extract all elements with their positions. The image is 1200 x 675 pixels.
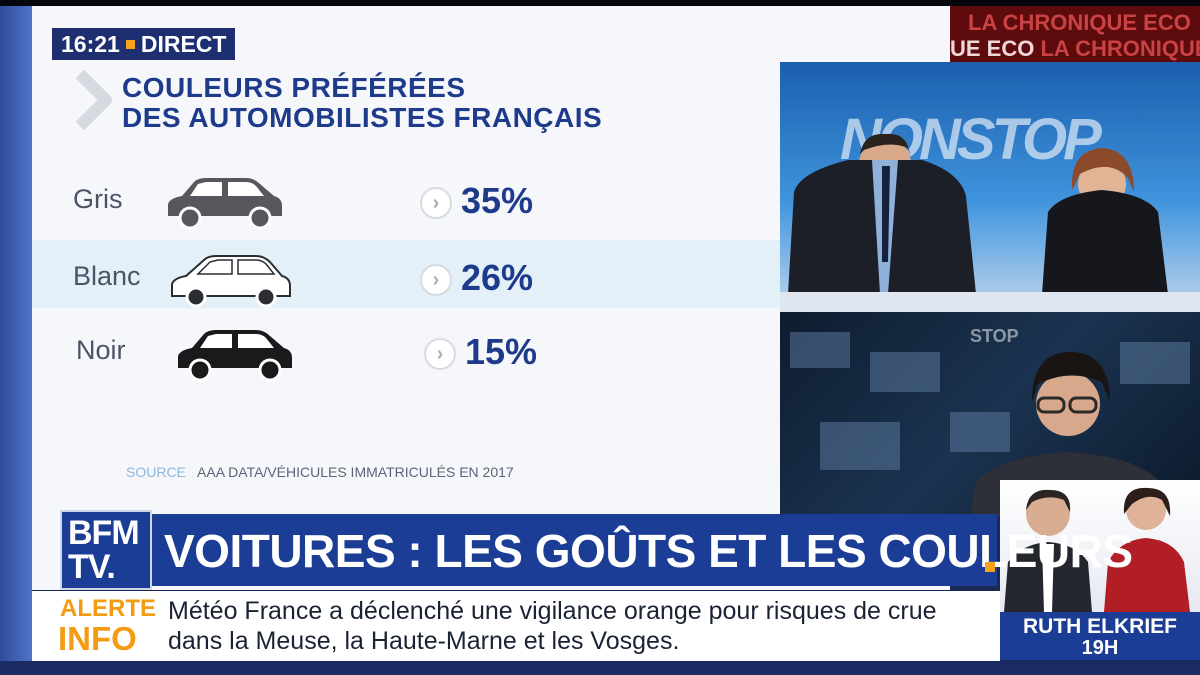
chronique-title-line-2: UE ECO LA CHRONIQUE — [950, 36, 1200, 62]
headline-banner: VOITURES : LES GOÛTS ET LES COULEURS — [152, 514, 1133, 586]
bfm-tv-logo: BFM TV. — [60, 510, 152, 590]
next-show-name-bar: RUTH ELKRIEF 19H — [1000, 612, 1200, 660]
highlight-row — [32, 240, 780, 308]
hosts-image — [1004, 487, 1190, 612]
arrow-circle-icon: › — [424, 338, 456, 370]
row-label-gris: Gris — [73, 184, 123, 214]
infographic-title-line-1: COULEURS PRÉFÉRÉES — [122, 72, 466, 103]
ticker-line-1: Météo France a déclenché une vigilance o… — [168, 597, 937, 625]
presenters-image — [788, 133, 1168, 294]
black-car-icon — [178, 330, 292, 382]
arrow-circle-icon: › — [420, 264, 452, 296]
infographic-title-line-2: DES AUTOMOBILISTES FRANÇAIS — [122, 102, 603, 133]
row-percent-noir: 15% — [465, 331, 538, 372]
chronique-eco-bar: LA CHRONIQUE ECO UE ECO LA CHRONIQUE — [950, 6, 1200, 62]
bottom-strip — [0, 661, 1200, 675]
grey-car-icon — [168, 178, 282, 230]
left-decor-stripe — [0, 6, 32, 675]
row-percent-gris: 35% — [461, 180, 534, 221]
source-line: SOURCE AAA DATA/VÉHICULES IMMATRICULÉS E… — [126, 464, 514, 480]
studio-video-feed: NONSTOP — [780, 62, 1200, 312]
row-label-blanc: Blanc — [73, 261, 141, 291]
headline-accent-dot — [985, 562, 995, 572]
source-key: SOURCE — [126, 464, 186, 480]
live-label: DIRECT — [140, 31, 227, 57]
row-percent-blanc: 26% — [461, 257, 534, 298]
chevron-right-icon — [75, 70, 112, 130]
alert-ticker: ALERTE INFO Météo France a déclenché une… — [32, 591, 1000, 661]
info-label: INFO — [58, 620, 137, 657]
alert-label: ALERTE — [60, 595, 156, 622]
next-show-time: 19H — [1081, 637, 1119, 659]
source-value: AAA DATA/VÉHICULES IMMATRICULÉS EN 2017 — [197, 464, 514, 480]
clock-time: 16:21 — [61, 31, 120, 57]
arrow-circle-icon: › — [420, 187, 452, 219]
studio-desk — [780, 292, 1200, 312]
row-label-noir: Noir — [76, 335, 126, 365]
next-show-host-name: RUTH ELKRIEF — [1023, 615, 1177, 638]
commentator-backdrop-text: STOP — [970, 326, 1019, 346]
chronique-title-line-1: LA CHRONIQUE ECO — [968, 10, 1191, 35]
ticker-line-2: dans la Meuse, la Haute-Marne et les Vos… — [168, 627, 680, 655]
chronique-line-2-end: LA CHRONIQUE — [1040, 36, 1200, 61]
clock-live-badge: 16:21 DIRECT — [52, 28, 236, 60]
next-show-photo — [1000, 480, 1200, 612]
top-strip — [0, 0, 1200, 6]
headline-text: VOITURES : LES GOÛTS ET LES COULEURS — [164, 525, 1133, 577]
chronique-line-2-start: UE ECO — [950, 36, 1035, 61]
separator-dot — [125, 39, 135, 49]
white-car-icon — [171, 255, 291, 308]
next-show-promo: RUTH ELKRIEF 19H — [1000, 480, 1200, 660]
